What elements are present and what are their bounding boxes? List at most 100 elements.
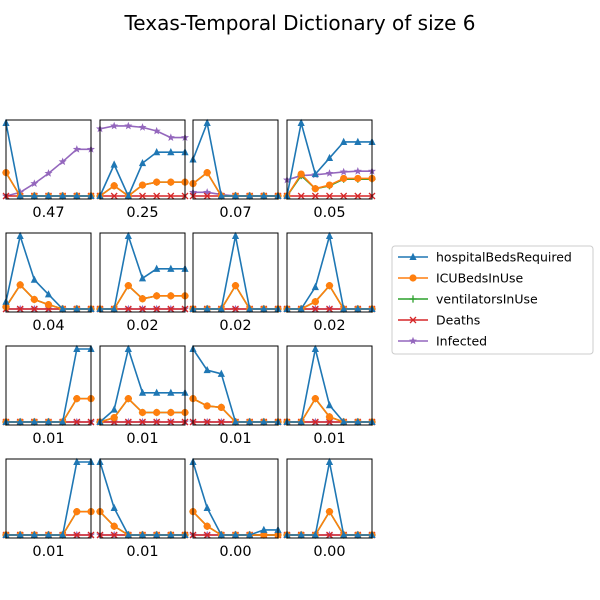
point-hospitalBedsRequired <box>16 231 24 239</box>
panel-label: 0.00 <box>313 544 345 560</box>
point-hospitalBedsRequired <box>354 304 362 312</box>
point-Deaths <box>232 305 239 313</box>
point-hospitalBedsRequired <box>325 153 334 162</box>
point-hospitalBedsRequired <box>124 530 132 538</box>
legend-item-Deaths: Deaths <box>398 313 480 328</box>
point-ICUBedsInUse <box>217 403 225 411</box>
point-Infected <box>152 126 161 135</box>
panel-frame <box>192 119 279 200</box>
panel: 0.01 <box>2 457 95 560</box>
panel: 0.00 <box>283 457 376 560</box>
point-ICUBedsInUse <box>167 292 175 300</box>
panel-background <box>6 459 91 538</box>
panel-frame <box>192 345 279 426</box>
point-Infected <box>203 188 212 196</box>
point-Infected <box>325 169 334 177</box>
panel-background <box>193 233 278 312</box>
point-Deaths <box>153 192 161 200</box>
panel-frame <box>99 458 186 539</box>
point-hospitalBedsRequired <box>124 231 132 239</box>
panel-background <box>287 233 372 312</box>
point-hospitalBedsRequired <box>231 417 240 425</box>
panel-background <box>287 346 372 425</box>
point-Deaths <box>217 418 225 426</box>
point-hospitalBedsRequired <box>260 525 268 533</box>
panel: 0.04 <box>2 231 95 334</box>
point-hospitalBedsRequired <box>217 191 225 199</box>
point-ICUBedsInUse <box>325 181 334 189</box>
panel: 0.25 <box>96 119 189 221</box>
panel-frame <box>286 458 373 539</box>
point-hospitalBedsRequired <box>110 503 118 511</box>
panel-label: 0.01 <box>32 431 64 447</box>
point-hospitalBedsRequired <box>217 304 225 312</box>
panel-label: 0.00 <box>219 544 251 560</box>
panel-frame <box>5 345 92 426</box>
point-hospitalBedsRequired <box>231 530 240 538</box>
point-Deaths <box>110 192 118 200</box>
legend-marker <box>409 316 417 324</box>
point-Deaths <box>203 418 211 426</box>
point-Deaths <box>203 192 211 200</box>
point-ICUBedsInUse <box>260 531 268 539</box>
point-Deaths <box>16 305 24 313</box>
panel-frame <box>5 232 92 313</box>
panel-label: 0.01 <box>126 431 158 447</box>
legend-frame <box>391 245 594 355</box>
point-Deaths <box>203 531 211 539</box>
point-hospitalBedsRequired <box>73 457 81 465</box>
point-ICUBedsInUse <box>138 181 147 189</box>
panel-frame <box>99 345 186 426</box>
point-hospitalBedsRequired <box>16 530 24 538</box>
point-ICUBedsInUse <box>231 282 240 290</box>
point-hospitalBedsRequired <box>167 388 175 396</box>
panel: 0.01 <box>283 344 376 447</box>
point-hospitalBedsRequired <box>153 388 161 396</box>
point-hospitalBedsRequired <box>340 137 348 145</box>
point-Deaths <box>311 192 319 200</box>
point-hospitalBedsRequired <box>203 503 211 511</box>
point-ICUBedsInUse <box>124 395 132 403</box>
point-Deaths <box>124 305 132 313</box>
point-Infected <box>339 167 348 176</box>
point-hospitalBedsRequired <box>124 191 132 199</box>
point-ICUBedsInUse <box>325 282 334 290</box>
point-Deaths <box>73 418 81 426</box>
point-Deaths <box>340 192 348 200</box>
panel: 0.01 <box>96 457 189 560</box>
legend-label: Infected <box>436 334 487 349</box>
point-Deaths <box>139 418 146 426</box>
point-hospitalBedsRequired <box>167 264 175 272</box>
point-hospitalBedsRequired <box>138 158 147 167</box>
legend-label: ventilatorsInUse <box>436 292 538 307</box>
panel: 0.01 <box>2 344 95 447</box>
panel: 0.07 <box>189 118 282 221</box>
point-hospitalBedsRequired <box>246 417 254 425</box>
point-Deaths <box>167 418 175 426</box>
panels-grid: 0.47 0.25 0.07 0.05 0.04 0.02 0.02 0.02 0.01 0.01… <box>2 118 376 560</box>
point-hospitalBedsRequired <box>231 191 240 199</box>
point-hospitalBedsRequired <box>30 530 38 538</box>
point-hospitalBedsRequired <box>354 530 362 538</box>
panel: 0.02 <box>96 231 189 334</box>
point-ICUBedsInUse <box>153 408 161 417</box>
point-Deaths <box>139 192 146 200</box>
point-Deaths <box>153 305 161 313</box>
panel-frame <box>5 458 92 539</box>
panel-background <box>193 120 278 199</box>
point-Deaths <box>311 418 319 426</box>
point-Infected <box>44 169 53 177</box>
point-hospitalBedsRequired <box>325 401 334 409</box>
point-hospitalBedsRequired <box>311 282 319 291</box>
point-ICUBedsInUse <box>124 282 132 290</box>
point-ICUBedsInUse <box>340 174 348 183</box>
point-hospitalBedsRequired <box>59 530 67 538</box>
point-hospitalBedsRequired <box>260 417 268 425</box>
point-Infected <box>124 121 133 130</box>
point-hospitalBedsRequired <box>30 417 38 425</box>
panel: 0.47 <box>2 118 95 221</box>
legend-item-ventilatorsInUse: ventilatorsInUse <box>398 292 538 307</box>
point-ICUBedsInUse <box>30 295 38 304</box>
point-hospitalBedsRequired <box>260 191 268 199</box>
